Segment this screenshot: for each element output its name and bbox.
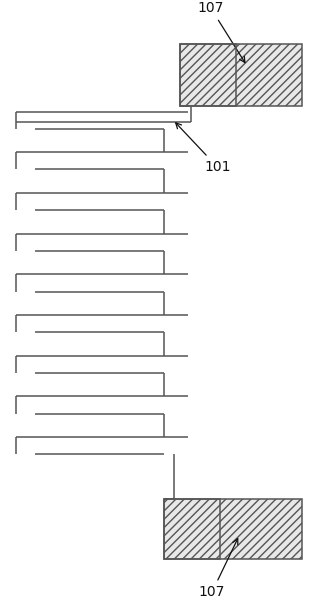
Bar bbox=[180, 44, 302, 106]
Bar bbox=[163, 499, 220, 559]
Bar bbox=[163, 499, 302, 559]
Text: 107: 107 bbox=[199, 539, 238, 599]
Text: 101: 101 bbox=[176, 123, 231, 174]
Bar bbox=[180, 44, 236, 106]
Text: 107: 107 bbox=[198, 1, 245, 62]
